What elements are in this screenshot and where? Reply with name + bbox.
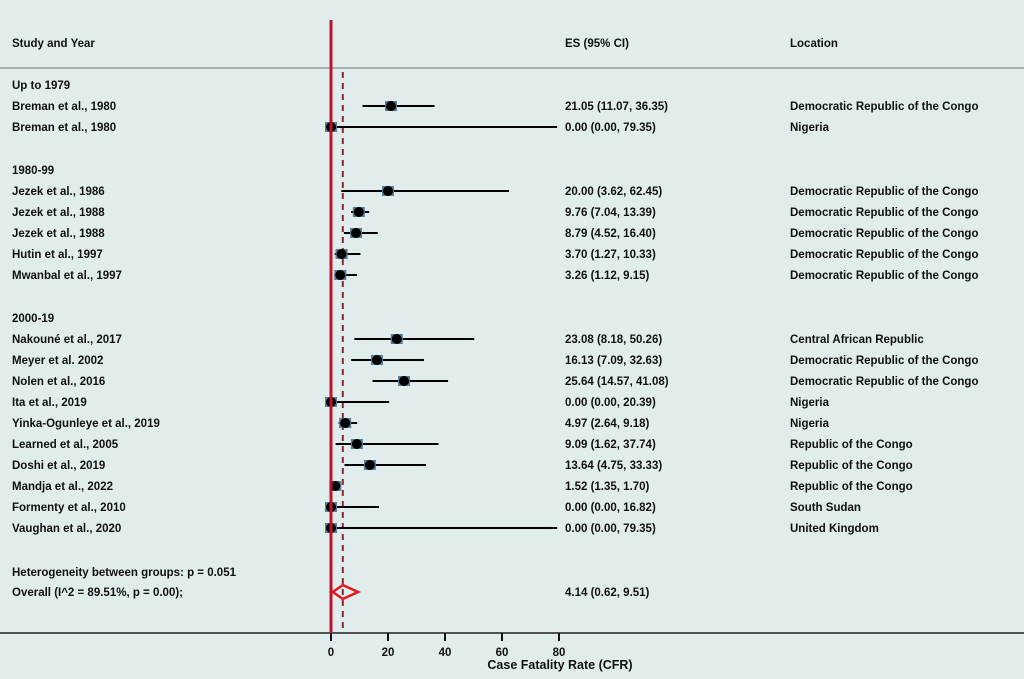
study-es: 25.64 (14.57, 41.08) <box>565 376 669 388</box>
point-estimate <box>340 418 351 428</box>
study-location: Democratic Republic of the Congo <box>790 249 979 261</box>
x-axis-title: Case Fatality Rate (CFR) <box>487 658 632 672</box>
group-label: 2000-19 <box>12 313 54 325</box>
study-location: Democratic Republic of the Congo <box>790 376 979 388</box>
study-location: Republic of the Congo <box>790 460 913 472</box>
study-name: Meyer et al. 2002 <box>12 355 103 367</box>
study-location: Democratic Republic of the Congo <box>790 207 979 219</box>
study-es: 9.09 (1.62, 37.74) <box>565 439 656 451</box>
study-location: Democratic Republic of the Congo <box>790 355 979 367</box>
header-study: Study and Year <box>12 38 95 50</box>
study-name: Learned et al., 2005 <box>12 439 119 451</box>
study-location: Democratic Republic of the Congo <box>790 101 979 113</box>
x-tick-label: 20 <box>382 647 395 659</box>
study-name: Mandja et al., 2022 <box>12 481 113 493</box>
study-name: Jezek et al., 1988 <box>12 207 105 219</box>
study-location: Democratic Republic of the Congo <box>790 186 979 198</box>
study-name: Breman et al., 1980 <box>12 101 116 113</box>
study-location: Nigeria <box>790 122 830 134</box>
point-estimate <box>335 270 346 280</box>
study-es: 13.64 (4.75, 33.33) <box>565 460 662 472</box>
study-es: 20.00 (3.62, 62.45) <box>565 186 662 198</box>
point-estimate <box>336 249 347 259</box>
study-name: Nolen et al., 2016 <box>12 376 105 388</box>
study-name: Ita et al., 2019 <box>12 397 87 409</box>
x-tick-label: 60 <box>496 647 509 659</box>
study-es: 3.70 (1.27, 10.33) <box>565 249 656 261</box>
study-name: Nakouné et al., 2017 <box>12 334 122 346</box>
overall-label: Overall (I^2 = 89.51%, p = 0.00); <box>12 587 183 599</box>
study-es: 0.00 (0.00, 20.39) <box>565 397 656 409</box>
study-name: Jezek et al., 1988 <box>12 228 105 240</box>
study-es: 3.26 (1.12, 9.15) <box>565 270 650 282</box>
point-estimate <box>399 376 410 386</box>
point-estimate <box>330 481 341 491</box>
study-location: South Sudan <box>790 502 861 514</box>
study-es: 23.08 (8.18, 50.26) <box>565 334 662 346</box>
study-location: Republic of the Congo <box>790 481 913 493</box>
study-es: 1.52 (1.35, 1.70) <box>565 481 650 493</box>
study-es: 0.00 (0.00, 79.35) <box>565 122 656 134</box>
study-name: Formenty et al., 2010 <box>12 502 126 514</box>
overall-es: 4.14 (0.62, 9.51) <box>565 587 650 599</box>
study-name: Doshi et al., 2019 <box>12 460 105 472</box>
study-name: Hutin et al., 1997 <box>12 249 103 261</box>
study-es: 0.00 (0.00, 79.35) <box>565 523 656 535</box>
study-name: Yinka-Ogunleye et al., 2019 <box>12 418 160 430</box>
point-estimate <box>385 101 396 111</box>
x-tick-label: 80 <box>553 647 566 659</box>
study-location: United Kingdom <box>790 523 879 535</box>
point-estimate <box>371 355 382 365</box>
study-location: Nigeria <box>790 418 830 430</box>
study-location: Democratic Republic of the Congo <box>790 228 979 240</box>
study-es: 16.13 (7.09, 32.63) <box>565 355 662 367</box>
study-name: Vaughan et al., 2020 <box>12 523 121 535</box>
study-es: 4.97 (2.64, 9.18) <box>565 418 650 430</box>
x-tick-label: 40 <box>439 647 452 659</box>
point-estimate <box>383 186 393 196</box>
header-location: Location <box>790 38 838 50</box>
point-estimate <box>364 460 375 470</box>
overall-diamond <box>330 583 362 601</box>
group-label: 1980-99 <box>12 165 54 177</box>
point-estimate <box>351 439 362 449</box>
study-location: Central African Republic <box>790 334 924 346</box>
study-es: 21.05 (11.07, 36.35) <box>565 101 668 113</box>
x-tick-label: 0 <box>328 647 334 659</box>
heterogeneity-text: Heterogeneity between groups: p = 0.051 <box>12 567 237 579</box>
study-location: Republic of the Congo <box>790 439 913 451</box>
study-es: 8.79 (4.52, 16.40) <box>565 228 656 240</box>
group-label: Up to 1979 <box>12 80 70 92</box>
study-name: Jezek et al., 1986 <box>12 186 105 198</box>
study-name: Breman et al., 1980 <box>12 122 116 134</box>
study-location: Nigeria <box>790 397 830 409</box>
study-name: Mwanbal et al., 1997 <box>12 270 122 282</box>
point-estimate <box>391 334 402 344</box>
study-location: Democratic Republic of the Congo <box>790 270 979 282</box>
header-es: ES (95% CI) <box>565 38 629 50</box>
study-es: 0.00 (0.00, 16.82) <box>565 502 656 514</box>
point-estimate <box>353 207 364 217</box>
point-estimate <box>351 228 362 238</box>
study-es: 9.76 (7.04, 13.39) <box>565 207 656 219</box>
